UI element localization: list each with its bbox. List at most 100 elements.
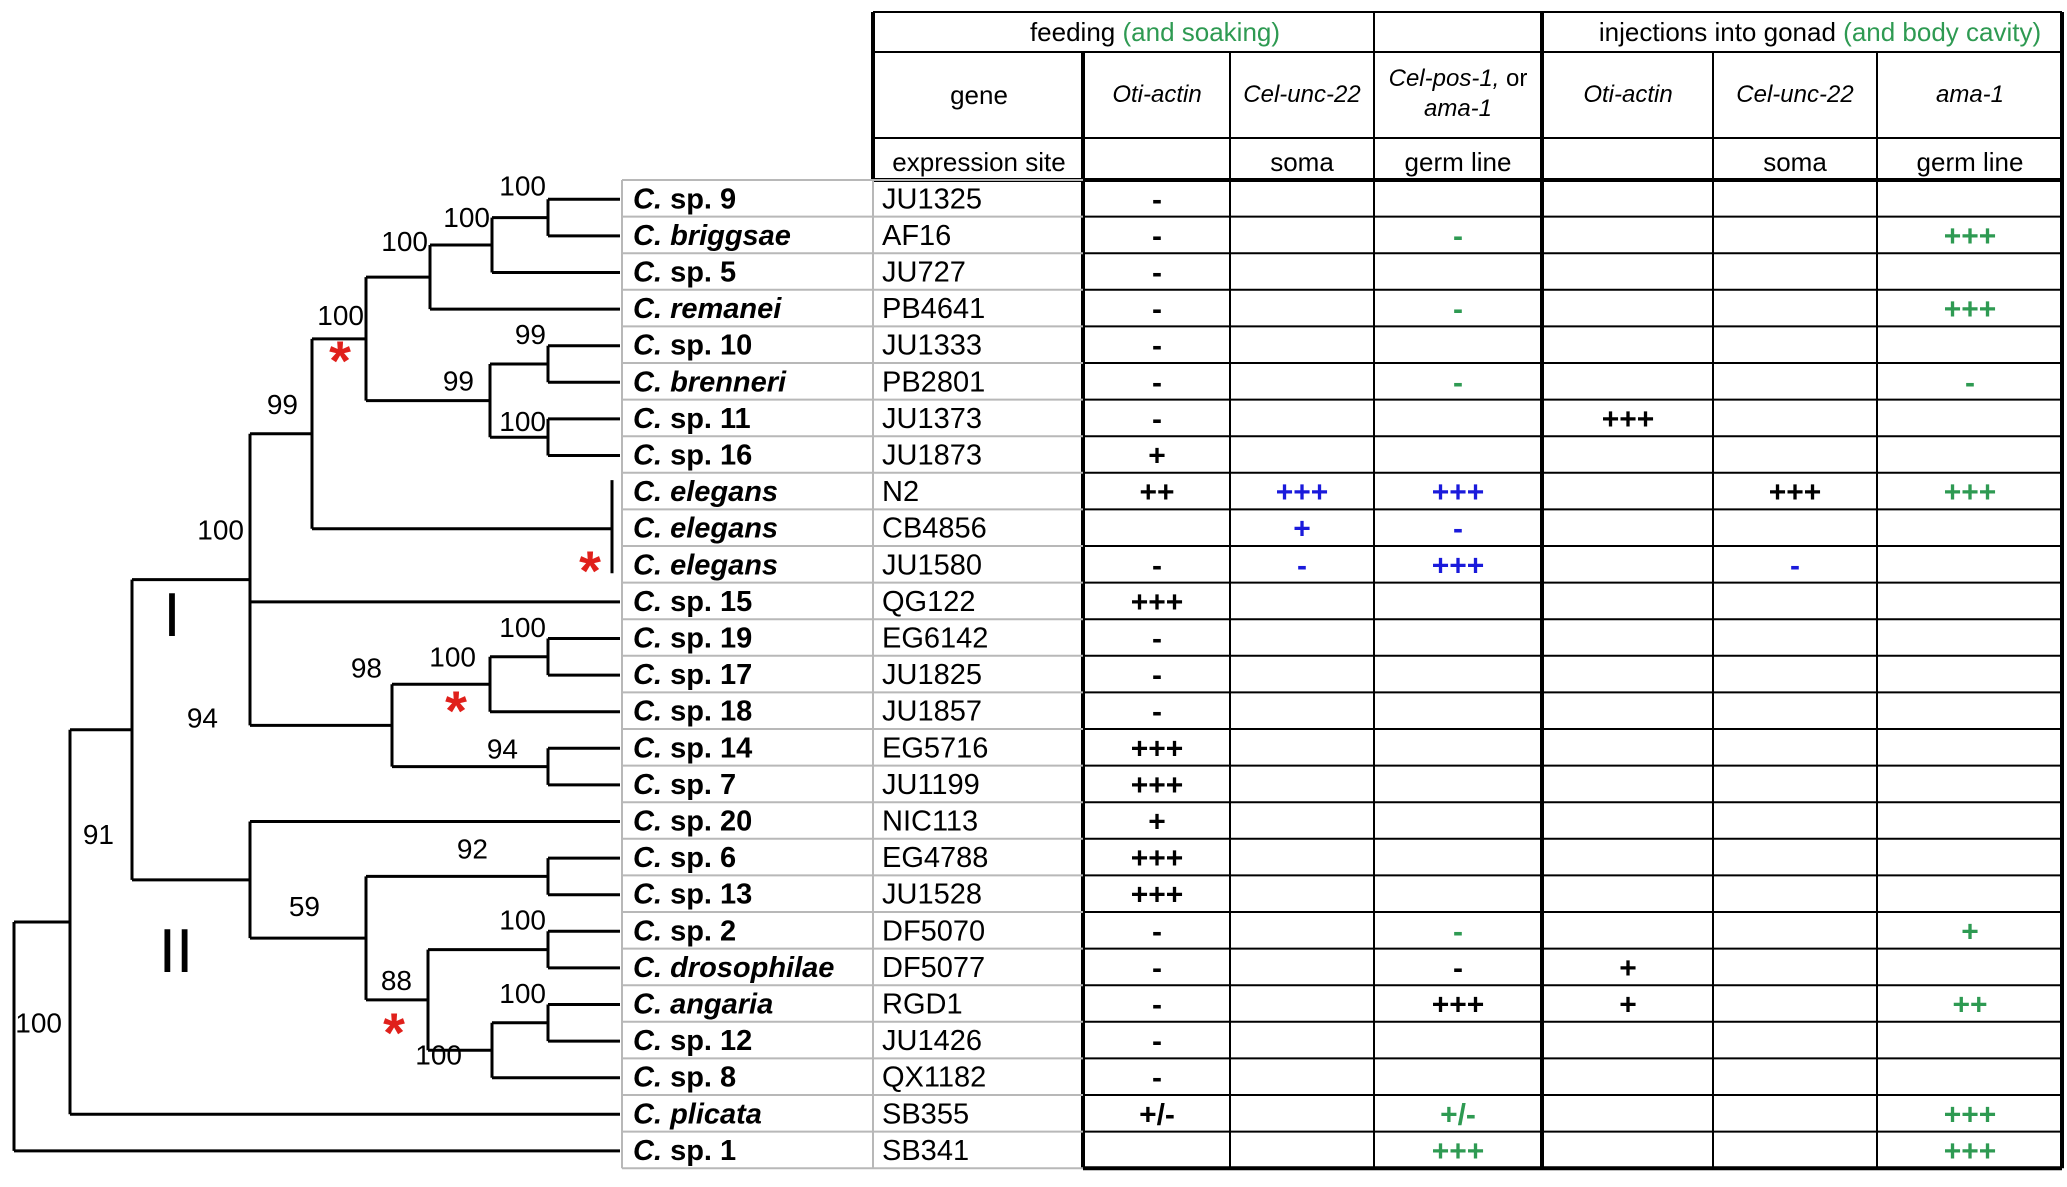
result-mark: - <box>1965 366 1975 399</box>
bootstrap-value: 100 <box>415 1039 462 1070</box>
col5-gene: Cel-unc-22 <box>1736 81 1853 108</box>
strain-id: SB355 <box>882 1098 969 1130</box>
species-epithet: sp. 9 <box>670 183 736 215</box>
result-mark: - <box>1453 293 1463 326</box>
species-name: C. plicata <box>633 1098 762 1130</box>
result-mark: - <box>1152 696 1162 729</box>
strain-id: N2 <box>882 476 919 508</box>
species-name: C. sp. 13 <box>633 879 752 911</box>
result-mark: +++ <box>1432 549 1485 582</box>
col6-site: germ line <box>1917 147 2024 177</box>
bootstrap-value: 100 <box>499 612 546 643</box>
tree-branch <box>546 417 620 457</box>
species-epithet: angaria <box>670 989 773 1021</box>
feeding-header: feeding (and soaking) <box>1030 17 1280 47</box>
result-mark: +++ <box>1944 220 1997 253</box>
table-grid <box>621 11 2064 1171</box>
injection-header: injections into gonad (and body cavity) <box>1599 17 2041 47</box>
col4-gene: Oti-actin <box>1583 81 1672 108</box>
table-row: C. angaria RGD1- +++ + ++ <box>633 989 1988 1022</box>
bootstrap-value: 100 <box>499 905 546 936</box>
genus: C. <box>633 1135 670 1167</box>
genus: C. <box>633 476 670 508</box>
genus: C. <box>633 806 670 838</box>
result-mark: - <box>1152 183 1162 216</box>
strain-id: AF16 <box>882 220 951 252</box>
tree-branch <box>248 432 620 727</box>
species-epithet: elegans <box>670 549 778 581</box>
species-name: C. sp. 9 <box>633 183 736 215</box>
strain-id: JU1873 <box>882 440 982 472</box>
result-mark: +++ <box>1944 293 1997 326</box>
genus: C. <box>633 366 670 398</box>
genus: C. <box>633 623 670 655</box>
col1-gene: Oti-actin <box>1112 81 1201 108</box>
strain-id: SB341 <box>882 1135 969 1167</box>
table-row: C. sp. 11 JU1373 - +++ <box>633 403 1654 436</box>
table-row: C. sp. 6 EG4788 +++ <box>633 842 1183 875</box>
table-row: C. sp. 5 JU727 - <box>633 257 1162 290</box>
species-name: C. sp. 14 <box>633 732 752 764</box>
genus: C. <box>633 915 670 947</box>
species-epithet: plicata <box>669 1098 762 1130</box>
species-epithet: elegans <box>670 476 778 508</box>
col2-gene: Cel-unc-22 <box>1243 81 1360 108</box>
species-name: C. sp. 12 <box>633 1025 752 1057</box>
result-mark: - <box>1453 220 1463 253</box>
col6-gene: ama-1 <box>1936 81 2004 108</box>
result-mark: +++ <box>1432 1135 1485 1168</box>
result-mark: +++ <box>1432 476 1485 509</box>
col3-site: germ line <box>1405 147 1512 177</box>
species-name: C. elegans <box>633 513 778 545</box>
genus: C. <box>633 257 670 289</box>
genus: C. <box>633 586 670 618</box>
bootstrap-value: 99 <box>515 319 546 350</box>
bootstrap-value: 92 <box>457 833 488 864</box>
result-mark: +++ <box>1944 476 1997 509</box>
species-name: C. sp. 10 <box>633 330 752 362</box>
table-row: C. sp. 1 SB341 +++ +++ <box>633 1135 1996 1168</box>
result-mark: +++ <box>1131 769 1184 802</box>
result-mark: + <box>1961 915 1979 948</box>
species-epithet: elegans <box>670 513 778 545</box>
result-mark: - <box>1790 549 1800 582</box>
species-epithet: sp. 13 <box>670 879 752 911</box>
table-row: C. sp. 12 JU1426 - <box>633 1025 1162 1058</box>
genus: C. <box>633 769 670 801</box>
bootstrap-value: 100 <box>499 978 546 1009</box>
table-body: C. sp. 9 JU1325 -C. briggsae AF16- - +++C. sp… <box>633 183 1996 1168</box>
strain-id: DF5070 <box>882 915 985 947</box>
result-mark: ++ <box>1952 989 1987 1022</box>
species-name: C. sp. 17 <box>633 659 752 691</box>
table-row: C. sp. 7 JU1199 +++ <box>633 769 1183 802</box>
table-row: C. sp. 10 JU1333 - <box>633 330 1162 363</box>
strain-id: EG4788 <box>882 842 988 874</box>
bootstrap-value: 100 <box>15 1007 62 1038</box>
bootstrap-value: 100 <box>197 515 244 546</box>
bootstrap-value: 99 <box>267 389 298 420</box>
table-row: C. elegans CB4856 + - <box>633 513 1463 546</box>
result-mark: +++ <box>1944 1135 1997 1168</box>
result-mark: - <box>1453 513 1463 546</box>
strain-id: JU727 <box>882 257 966 289</box>
genus: C. <box>633 659 670 691</box>
table-row: C. sp. 13 JU1528 +++ <box>633 879 1183 912</box>
genus: C. <box>633 403 670 435</box>
result-mark: +++ <box>1432 989 1485 1022</box>
table-row: C. sp. 17 JU1825 - <box>633 659 1162 692</box>
species-epithet: sp. 14 <box>670 732 752 764</box>
species-name: C. sp. 16 <box>633 440 752 472</box>
table-row: C. sp. 18 JU1857 - <box>633 696 1162 729</box>
species-name: C. sp. 5 <box>633 257 736 289</box>
species-name: C. sp. 8 <box>633 1062 736 1094</box>
strain-id: EG6142 <box>882 623 988 655</box>
species-name: C. sp. 15 <box>633 586 752 618</box>
star-icon: * <box>579 539 601 602</box>
bootstrap-value: 100 <box>381 226 428 257</box>
genus: C. <box>633 183 670 215</box>
genus: C. <box>633 1025 670 1057</box>
species-epithet: briggsae <box>670 220 791 252</box>
strain-id: JU1373 <box>882 403 982 435</box>
result-mark: - <box>1453 952 1463 985</box>
